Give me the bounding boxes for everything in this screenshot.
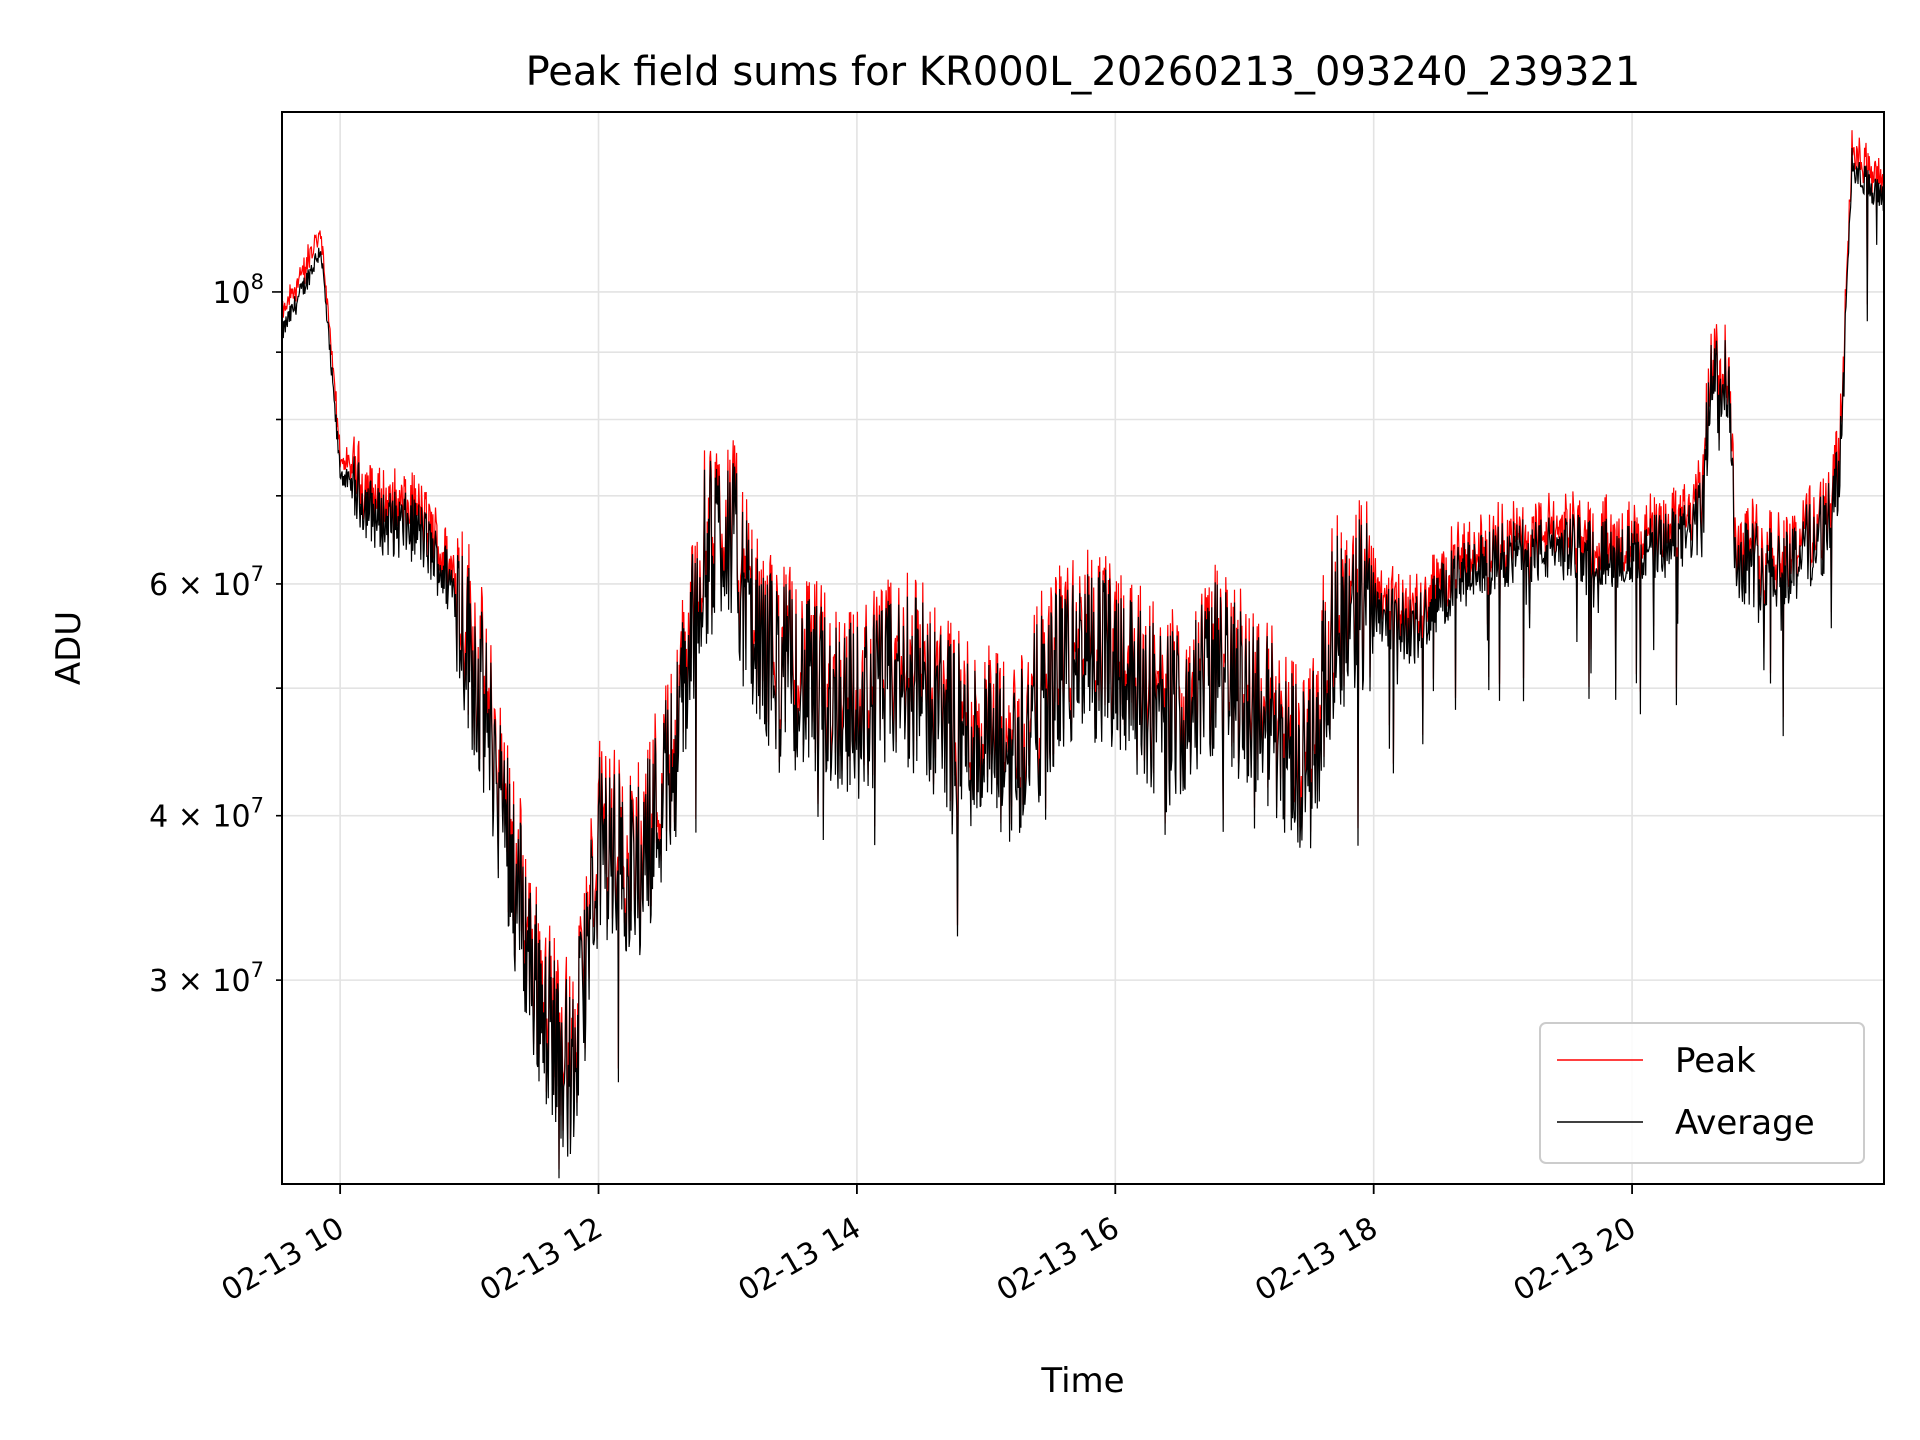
x-tick-label: 02-13 18 — [1249, 1211, 1383, 1309]
x-tick-label: 02-13 20 — [1508, 1211, 1642, 1309]
legend: Peak Average — [1539, 1022, 1865, 1164]
x-tick-label: 02-13 12 — [474, 1211, 608, 1309]
x-axis-label: Time — [1040, 1361, 1124, 1401]
series-average-line — [281, 147, 1885, 1179]
x-tick-label: 02-13 14 — [733, 1211, 867, 1309]
x-tick-label: 02-13 10 — [216, 1211, 350, 1309]
y-tick-label: 4 × 107 — [149, 794, 264, 835]
y-tick-label: 6 × 107 — [149, 562, 264, 603]
y-axis: 108 3 × 107 4 × 107 6 × 107 — [149, 270, 282, 999]
x-tick-label: 02-13 16 — [991, 1211, 1125, 1309]
grid-lines — [282, 112, 1884, 1184]
chart-title: Peak field sums for KR000L_20260213_0932… — [526, 49, 1641, 95]
x-axis: 02-13 10 02-13 12 02-13 14 02-13 16 02-13 18… — [216, 1184, 1642, 1308]
plot-frame — [281, 111, 1885, 1185]
y-tick-label: 108 — [212, 270, 264, 311]
y-axis-label: ADU — [49, 611, 89, 685]
series-peak-line — [281, 130, 1885, 1170]
y-tick-label: 3 × 107 — [149, 958, 264, 999]
legend-box — [1539, 1022, 1865, 1164]
legend-label-average: Average — [1675, 1103, 1815, 1143]
legend-label-peak: Peak — [1675, 1041, 1756, 1081]
series-layer — [281, 130, 1885, 1179]
